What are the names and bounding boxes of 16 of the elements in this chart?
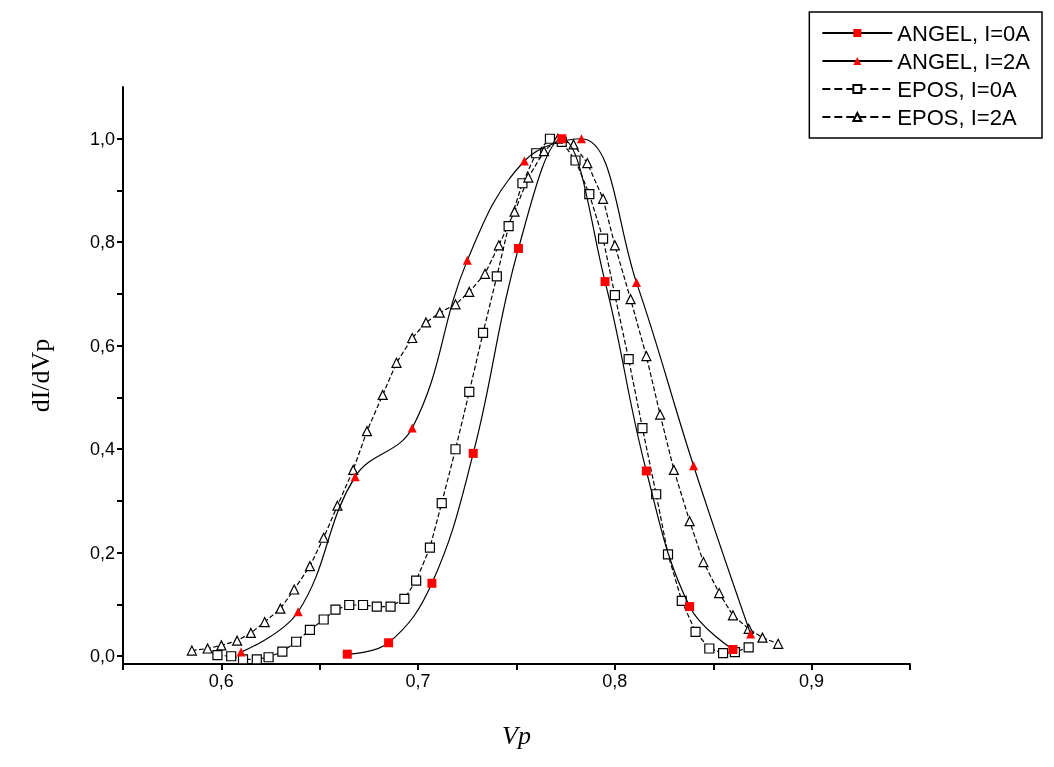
x-tick-label: 0,9	[799, 671, 825, 691]
y-tick-label: 0,4	[89, 439, 115, 460]
y-tick-label: 0,6	[89, 335, 115, 356]
x-tick-label: 0,8	[602, 671, 628, 691]
y-axis-title: dI/dVp	[25, 338, 55, 413]
x-axis-title: Vp	[502, 720, 531, 750]
x-tick-label: 0,6	[208, 671, 234, 691]
x-tick-label: 0,7	[405, 671, 431, 691]
legend-label: ANGEL, I=2A	[897, 48, 1031, 74]
legend-label: ANGEL, I=0A	[897, 20, 1031, 46]
y-tick-label: 1,0	[89, 128, 115, 149]
legend-label: EPOS, I=0A	[897, 76, 1017, 102]
y-tick-label: 0,0	[89, 646, 115, 667]
y-tick-label: 0,8	[89, 232, 115, 253]
y-tick-label: 0,2	[89, 542, 115, 563]
legend-label: EPOS, I=2A	[897, 104, 1017, 130]
